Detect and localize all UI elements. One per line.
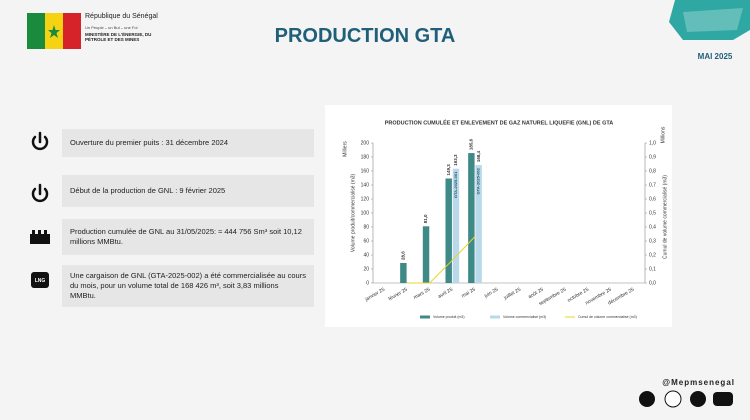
page-title: PRODUCTION GTA [274,25,456,47]
annotation: GTA-2025-002 [476,167,481,194]
chart: PRODUCTION CUMULÉE ET ENLEVEMENT DE GAZ … [325,105,672,327]
legend-swatch [420,315,430,319]
legend-label: Volume commercialisé (m3) [503,315,546,319]
x-tick-label: avril 25 [437,287,454,300]
x-tick-label: mai 25 [461,287,477,300]
bar [400,262,407,283]
y-unit: Milliers [342,141,348,157]
bar [475,165,482,283]
data-label: 163,3 [453,154,458,166]
y2-tick-label: 0,9 [649,154,656,160]
x-tick-label: mars 25 [413,287,432,301]
icon-label: LNG [35,278,46,284]
data-label: 185,6 [469,138,474,150]
y2-tick-label: 0,2 [649,252,656,258]
data-label: 81,0 [423,214,428,223]
y2-tick-label: 0,1 [649,266,656,272]
bar [452,168,460,283]
legend-swatch [490,315,500,319]
info-item: Une cargaison de GNL (GTA-2025-002) a ét… [62,265,314,307]
info-item: Production cumulée de GNL au 31/05/2025:… [62,219,314,255]
bar [445,178,452,283]
y-tick-label: 160 [361,168,370,174]
y2-tick-label: 0,5 [649,210,656,216]
y-tick-label: 80 [363,224,369,230]
data-label: 28,6 [401,251,406,260]
data-label: 149,3 [446,164,451,176]
annotation: GTA-2025-001 [453,171,458,198]
y-tick-label: 20 [363,266,369,272]
y2-axis-title: Cumul de volume commercialisé (m3) [662,175,668,259]
y-tick-label: 120 [361,196,370,202]
y-tick-label: 100 [361,210,370,216]
x-tick-label: août 25 [527,287,545,301]
ministry: MINISTÈRE DE L'ÉNERGIE, DU PÉTROLE ET DE… [85,32,152,42]
y2-unit: Millions [660,126,666,143]
legend-label: Cumul de volume commercialisé (m3) [578,315,637,319]
date: MAI 2025 [697,52,733,61]
y2-tick-label: 0,8 [649,168,656,174]
chart-title: PRODUCTION CUMULÉE ET ENLEVEMENT DE GAZ … [385,118,614,126]
y2-tick-label: 0,6 [649,196,656,202]
flag [27,13,81,49]
social-icons [639,390,733,408]
x-tick-label: juin 25 [483,287,500,300]
legend-label: Volume produit (m3) [433,315,465,319]
y-tick-label: 200 [361,140,370,146]
x-tick-label: janvier 25 [363,287,386,304]
x-tick-label: février 25 [388,287,409,303]
y-tick-label: 0 [366,280,369,286]
info-item: Ouverture du premier puits : 31 décembre… [62,129,314,157]
country: République du Sénégal [85,13,158,20]
motto: Un Peuple – un But – une Foi [85,25,138,30]
bar [468,153,475,283]
y-tick-label: 140 [361,182,370,188]
y-axis-title: Volume produit/commercialisé (m3) [350,173,356,252]
logo-shape [669,0,750,40]
x-tick-label: juillet 25 [502,287,522,302]
y-tick-label: 60 [363,238,369,244]
y2-tick-label: 0,0 [649,280,656,286]
y-tick-label: 40 [363,252,369,258]
y2-tick-label: 1,0 [649,140,656,146]
bar [422,226,430,283]
line-series [407,236,476,284]
y2-tick-label: 0,4 [649,224,656,230]
info-item: Début de la production de GNL : 9 févrie… [62,175,314,207]
y2-tick-label: 0,7 [649,182,656,188]
y2-tick-label: 0,3 [649,238,656,244]
icons: LNG [30,131,50,288]
social-handle: @Mepmsenegal [662,378,735,387]
data-label: 168,4 [476,150,481,162]
y-tick-label: 180 [361,154,370,160]
